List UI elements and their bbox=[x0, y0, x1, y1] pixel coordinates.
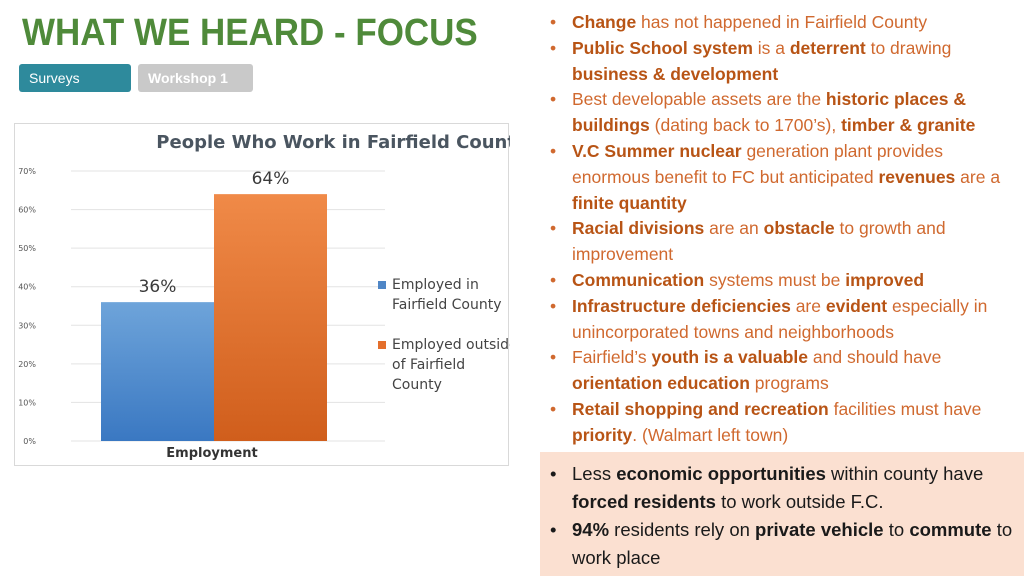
finding-item: V.C Summer nuclear generation plant prov… bbox=[548, 139, 1018, 216]
body-text: Best developable assets are the bbox=[572, 89, 826, 110]
y-tick-label: 50% bbox=[18, 244, 36, 253]
emphasis-text: finite quantity bbox=[572, 192, 687, 213]
body-text: Fairfield’s bbox=[572, 347, 652, 368]
commute-callout: Less economic opportunities within count… bbox=[540, 452, 1024, 576]
bar-employed-outside-county bbox=[214, 194, 327, 441]
emphasis-text: business & development bbox=[572, 63, 779, 84]
emphasis-text: revenues bbox=[878, 166, 956, 187]
emphasis-text: improved bbox=[845, 269, 925, 290]
body-text: systems must be bbox=[704, 269, 846, 290]
emphasis-text: historic places & buildings bbox=[572, 89, 966, 136]
bar-employed-in-county bbox=[101, 302, 214, 441]
y-tick-label: 30% bbox=[18, 321, 36, 330]
y-tick-label: 60% bbox=[18, 206, 36, 215]
body-text: has not happened in Fairfield County bbox=[636, 12, 928, 32]
emphasis-text: 94% bbox=[572, 519, 610, 540]
finding-item: Racial divisions are an obstacle to grow… bbox=[548, 216, 1018, 268]
emphasis-text: Racial divisions bbox=[572, 218, 705, 239]
emphasis-text: commute bbox=[909, 519, 992, 540]
body-text: and should have bbox=[808, 347, 942, 368]
body-text: is a bbox=[752, 37, 790, 58]
body-text: especially in unincorporated towns and n… bbox=[572, 295, 988, 342]
emphasis-text: obstacle bbox=[763, 218, 835, 239]
data-label: 36% bbox=[139, 277, 177, 297]
body-text: within county have bbox=[825, 463, 984, 484]
body-text: . (Walmart left town) bbox=[632, 424, 789, 445]
chart-title: People Who Work in Fairfield County bbox=[156, 132, 510, 153]
finding-item: Best developable assets are the historic… bbox=[548, 87, 1018, 139]
y-tick-label: 20% bbox=[18, 360, 36, 369]
body-text: generation plant provides enormous benef… bbox=[572, 140, 943, 187]
body-text: are bbox=[790, 295, 826, 316]
emphasis-text: private vehicle bbox=[755, 519, 884, 540]
legend-label: Employed in Fairfield County bbox=[392, 277, 502, 313]
body-text: (dating back to 1700’s), bbox=[649, 115, 842, 136]
finding-item: Communication systems must be improved bbox=[548, 268, 1018, 294]
y-tick-label: 10% bbox=[18, 398, 36, 407]
legend-label: Employed outside of Fairfield County bbox=[392, 337, 510, 393]
finding-item: Change has not happened in Fairfield Cou… bbox=[548, 10, 1018, 36]
data-label: 64% bbox=[252, 169, 290, 189]
emphasis-text: timber & granite bbox=[841, 115, 976, 136]
emphasis-text: Public School system bbox=[572, 37, 753, 58]
emphasis-text: Retail shopping and recreation bbox=[572, 398, 829, 419]
emphasis-text: youth is a valuable bbox=[651, 347, 809, 368]
legend-swatch bbox=[378, 281, 386, 289]
emphasis-text: forced residents bbox=[572, 491, 716, 512]
y-tick-label: 0% bbox=[23, 437, 36, 446]
emphasis-text: V.C Summer nuclear bbox=[572, 140, 742, 161]
callout-item: Less economic opportunities within count… bbox=[548, 460, 1018, 516]
body-text: to bbox=[883, 519, 910, 540]
body-text: to work outside F.C. bbox=[715, 491, 884, 512]
body-text: to growth and improvement bbox=[572, 218, 946, 265]
emphasis-text: Change bbox=[572, 12, 637, 32]
body-text: programs bbox=[749, 373, 829, 394]
finding-item: Fairfield’s youth is a valuable and shou… bbox=[548, 345, 1018, 397]
findings-list: Change has not happened in Fairfield Cou… bbox=[548, 10, 1018, 449]
emphasis-text: deterrent bbox=[789, 37, 866, 58]
finding-item: Public School system is a deterrent to d… bbox=[548, 36, 1018, 88]
body-text: are an bbox=[704, 218, 764, 239]
finding-item: Retail shopping and recreation facilitie… bbox=[548, 397, 1018, 449]
emphasis-text: evident bbox=[825, 295, 888, 316]
body-text: to work place bbox=[572, 519, 1013, 568]
callout-list: Less economic opportunities within count… bbox=[548, 460, 1018, 572]
emphasis-text: Infrastructure deficiencies bbox=[572, 295, 791, 316]
emphasis-text: orientation education bbox=[572, 373, 750, 394]
page-title: WHAT WE HEARD - FOCUS bbox=[22, 12, 478, 54]
emphasis-text: economic opportunities bbox=[616, 463, 826, 484]
body-text: residents rely on bbox=[609, 519, 756, 540]
body-text: facilities must have bbox=[828, 398, 982, 419]
finding-item: Infrastructure deficiencies are evident … bbox=[548, 294, 1018, 346]
emphasis-text: Communication bbox=[572, 269, 705, 290]
x-axis-label: Employment bbox=[166, 446, 257, 461]
employment-bar-chart: People Who Work in Fairfield County 0% 10… bbox=[18, 132, 510, 461]
body-text: to drawing bbox=[865, 37, 952, 58]
callout-item: 94% residents rely on private vehicle to… bbox=[548, 516, 1018, 572]
chart-container: People Who Work in Fairfield County 0% 10… bbox=[14, 123, 510, 466]
tab-surveys[interactable]: Surveys bbox=[19, 64, 131, 92]
y-tick-label: 70% bbox=[18, 167, 36, 176]
tab-workshop-1[interactable]: Workshop 1 bbox=[138, 64, 253, 92]
emphasis-text: priority bbox=[572, 424, 633, 445]
y-tick-label: 40% bbox=[18, 283, 36, 292]
body-text: are a bbox=[955, 166, 1001, 187]
body-text: Less bbox=[572, 463, 617, 484]
legend-swatch bbox=[378, 341, 386, 349]
